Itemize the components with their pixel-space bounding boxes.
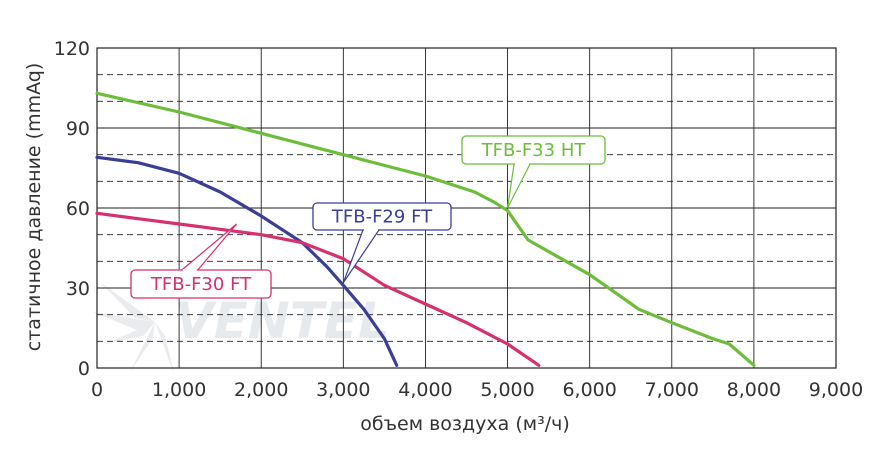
y-axis-title: статичное давление (mmAq) — [23, 63, 45, 351]
x-tick-label: 9,000 — [809, 379, 863, 401]
callout-pointer — [342, 229, 380, 284]
callout-pointer — [181, 223, 238, 271]
x-tick-label: 8,000 — [727, 379, 781, 401]
y-tick-label: 0 — [78, 358, 90, 380]
series-line — [95, 91, 756, 367]
series-label: TFB-F33 HT — [481, 140, 587, 161]
series-label: TFB-F29 FT — [331, 207, 433, 228]
y-tick-label: 120 — [54, 38, 90, 60]
series-lines — [95, 91, 756, 367]
y-tick-label: 60 — [66, 198, 90, 220]
callout-box — [312, 202, 452, 231]
x-tick-label: 3,000 — [316, 379, 370, 401]
grid — [96, 47, 837, 369]
callout-box — [130, 269, 272, 299]
series-callouts: TFB-F33 HT TFB-F29 FT TFB-F30 FT — [130, 135, 606, 299]
y-tick-label: 90 — [66, 118, 90, 140]
x-tick-label: 7,000 — [645, 379, 699, 401]
callout-pointer — [506, 163, 531, 209]
plot-frame — [96, 47, 837, 369]
x-tick-label: 0 — [91, 379, 103, 401]
x-axis-title: объем воздуха (м³/ч) — [360, 413, 569, 435]
y-tick-label: 30 — [66, 278, 90, 300]
tick-labels: 0 1,000 2,000 3,000 4,000 5,000 6,000 7,000 8,00… — [54, 38, 863, 401]
callout-box — [461, 135, 606, 165]
x-tick-label: 2,000 — [234, 379, 288, 401]
x-tick-label: 4,000 — [398, 379, 452, 401]
series-label: TFB-F30 FT — [150, 274, 252, 295]
x-tick-label: 1,000 — [152, 379, 206, 401]
series-line — [95, 211, 541, 367]
x-tick-label: 6,000 — [562, 379, 616, 401]
svg-text:VENTEL: VENTEL — [175, 292, 390, 350]
x-tick-label: 5,000 — [480, 379, 534, 401]
